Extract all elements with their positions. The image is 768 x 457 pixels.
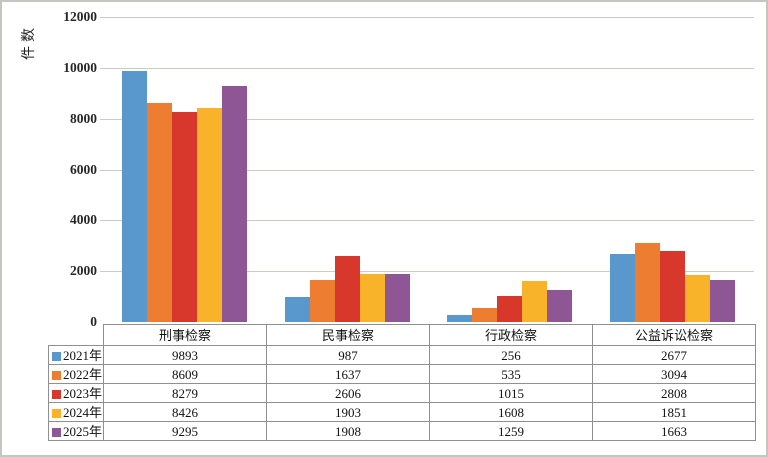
legend-cell: 2023年: [47, 383, 105, 403]
value-cell: 8609: [103, 364, 268, 384]
value-cell: 535: [429, 364, 593, 384]
legend-swatch-icon: [52, 370, 61, 380]
gridline: [100, 67, 754, 69]
y-axis-tick-label: 10000: [63, 59, 97, 75]
table-corner-cell: [49, 325, 104, 346]
value-cell: 1663: [591, 421, 757, 441]
bar-2021年-刑事检察: [121, 70, 147, 322]
bar-2021年-公益诉讼检察: [610, 253, 636, 322]
legend-cell: 2025年: [47, 421, 105, 441]
bar-2025年-公益诉讼检察: [710, 279, 736, 322]
y-axis-tick-label: 4000: [70, 212, 97, 228]
bar-2021年-行政检察: [447, 315, 473, 322]
bar-2022年-民事检察: [309, 280, 335, 322]
series-name: 2021年: [63, 347, 103, 363]
value-cell: 1637: [266, 364, 430, 384]
bar-2022年-公益诉讼检察: [635, 243, 661, 322]
value-cell: 3094: [591, 364, 757, 384]
bar-2022年-行政检察: [472, 308, 498, 322]
bar-2023年-行政检察: [497, 296, 523, 322]
series-name: 2023年: [63, 385, 103, 401]
series-name: 2022年: [63, 366, 103, 382]
y-axis-tick-label: 6000: [70, 161, 97, 177]
gridline: [100, 118, 754, 120]
value-cell: 1608: [429, 402, 593, 422]
bar-2025年-刑事检察: [221, 85, 247, 322]
value-cell: 987: [266, 345, 430, 365]
table-row: 2023年 8279 2606 1015 2808: [47, 383, 757, 403]
y-axis-title: 件数: [22, 24, 37, 60]
legend-swatch-icon: [52, 427, 61, 437]
bar-2024年-行政检察: [522, 281, 548, 322]
table-row: 2024年 8426 1903 1608 1851: [47, 402, 757, 422]
bar-2021年-民事检察: [284, 296, 310, 322]
category-header: 公益诉讼检察: [591, 324, 757, 346]
value-cell: 9295: [103, 421, 268, 441]
table-row: 2022年 8609 1637 535 3094: [47, 364, 757, 384]
y-axis-tick-label: 8000: [70, 110, 97, 126]
legend-swatch-icon: [52, 389, 61, 399]
category-header: 民事检察: [266, 324, 430, 346]
y-axis-tick-label: 0: [90, 314, 97, 329]
value-cell: 1908: [266, 421, 430, 441]
table-row: 2025年 9295 1908 1259 1663: [47, 421, 757, 441]
bar-2024年-刑事检察: [196, 107, 222, 322]
value-cell: 256: [429, 345, 593, 365]
value-cell: 9893: [103, 345, 268, 365]
gridline: [100, 271, 754, 273]
chart-data-table: 刑事检察 民事检察 行政检察 公益诉讼检察 2021年 9893 987 256 2677 202…: [47, 324, 757, 441]
legend-cell: 2024年: [47, 402, 105, 422]
legend-cell: 2022年: [47, 364, 105, 384]
bar-2024年-公益诉讼检察: [685, 274, 711, 322]
series-name: 2024年: [63, 404, 103, 420]
value-cell: 1903: [266, 402, 430, 422]
category-header: 行政检察: [429, 324, 593, 346]
series-name: 2025年: [63, 423, 103, 439]
bar-2024年-民事检察: [359, 273, 385, 322]
value-cell: 8426: [103, 402, 268, 422]
bar-2023年-民事检察: [334, 255, 360, 322]
y-axis-tick-label: 2000: [70, 263, 97, 279]
value-cell: 2808: [591, 383, 757, 403]
y-axis-tick-label: 12000: [63, 9, 97, 24]
gridline: [100, 169, 754, 171]
legend-swatch-icon: [52, 351, 61, 361]
value-cell: 2677: [591, 345, 757, 365]
value-cell: 1015: [429, 383, 593, 403]
value-cell: 8279: [103, 383, 268, 403]
value-cell: 2606: [266, 383, 430, 403]
gridline: [100, 17, 754, 18]
value-cell: 1851: [591, 402, 757, 422]
table-row: 2021年 9893 987 256 2677: [47, 345, 757, 365]
legend-swatch-icon: [52, 408, 61, 418]
gridline: [100, 220, 754, 222]
bar-2025年-行政检察: [547, 290, 573, 322]
table-header-row: 刑事检察 民事检察 行政检察 公益诉讼检察: [49, 324, 757, 346]
category-header: 刑事检察: [103, 324, 268, 346]
bar-2023年-公益诉讼检察: [660, 250, 686, 322]
legend-cell: 2021年: [47, 345, 105, 365]
bar-2022年-刑事检察: [146, 103, 172, 322]
bar-2025年-民事检察: [384, 273, 410, 322]
bar-2023年-刑事检察: [171, 111, 197, 322]
value-cell: 1259: [429, 421, 593, 441]
